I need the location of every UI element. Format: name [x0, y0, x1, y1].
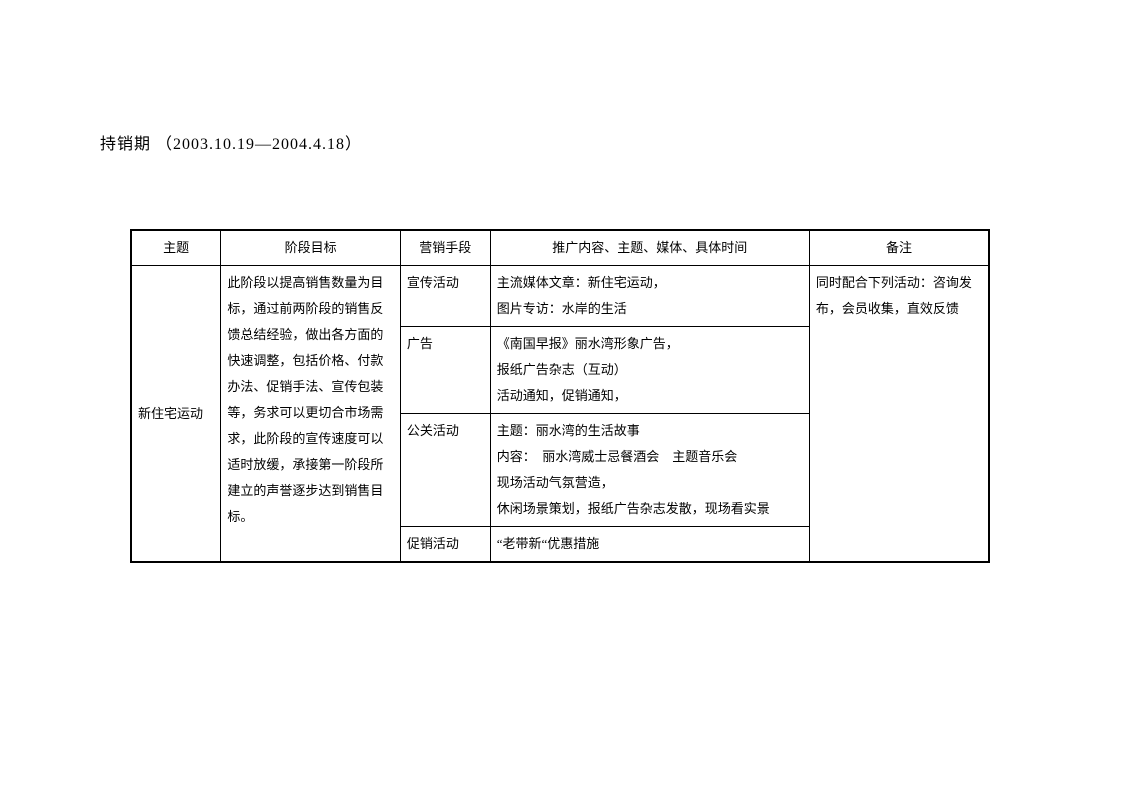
cell-means-3: 公关活动 [400, 414, 490, 527]
content-line: 现场活动气氛营造， [497, 470, 803, 496]
col-header-theme: 主题 [131, 230, 221, 266]
cell-content-2: 《南国早报》丽水湾形象广告， 报纸广告杂志（互动） 活动通知，促销通知， [490, 327, 809, 414]
col-header-note: 备注 [809, 230, 989, 266]
col-header-means: 营销手段 [400, 230, 490, 266]
content-line: 图片专访：水岸的生活 [497, 296, 803, 322]
marketing-plan-table: 主题 阶段目标 营销手段 推广内容、主题、媒体、具体时间 备注 新住宅运动 此阶… [130, 229, 990, 563]
table-wrapper: 主题 阶段目标 营销手段 推广内容、主题、媒体、具体时间 备注 新住宅运动 此阶… [100, 229, 1023, 563]
cell-means-4: 促销活动 [400, 527, 490, 563]
cell-content-4: “老带新“优惠措施 [490, 527, 809, 563]
content-line: 内容： 丽水湾威士忌餐酒会 主题音乐会 [497, 444, 803, 470]
table-row: 新住宅运动 此阶段以提高销售数量为目标，通过前两阶段的销售反馈总结经验，做出各方… [131, 266, 989, 327]
content-line: 休闲场景策划，报纸广告杂志发散，现场看实景 [497, 496, 803, 522]
content-line: 报纸广告杂志（互动） [497, 357, 803, 383]
cell-content-3: 主题：丽水湾的生活故事 内容： 丽水湾威士忌餐酒会 主题音乐会 现场活动气氛营造… [490, 414, 809, 527]
cell-content-1: 主流媒体文章：新住宅运动， 图片专访：水岸的生活 [490, 266, 809, 327]
cell-theme: 新住宅运动 [131, 266, 221, 563]
cell-means-1: 宣传活动 [400, 266, 490, 327]
content-line: 主流媒体文章：新住宅运动， [497, 270, 803, 296]
cell-goal: 此阶段以提高销售数量为目标，通过前两阶段的销售反馈总结经验，做出各方面的快速调整… [221, 266, 401, 563]
col-header-goal: 阶段目标 [221, 230, 401, 266]
cell-means-2: 广告 [400, 327, 490, 414]
document-page: 持销期 （2003.10.19—2004.4.18） 主题 阶段目标 营销手段 … [0, 0, 1123, 563]
content-line: 《南国早报》丽水湾形象广告， [497, 331, 803, 357]
section-title: 持销期 （2003.10.19—2004.4.18） [100, 130, 1023, 154]
content-line: 主题：丽水湾的生活故事 [497, 418, 803, 444]
col-header-content: 推广内容、主题、媒体、具体时间 [490, 230, 809, 266]
content-line: 活动通知，促销通知， [497, 383, 803, 409]
table-header-row: 主题 阶段目标 营销手段 推广内容、主题、媒体、具体时间 备注 [131, 230, 989, 266]
cell-note: 同时配合下列活动：咨询发布，会员收集，直效反馈 [809, 266, 989, 563]
